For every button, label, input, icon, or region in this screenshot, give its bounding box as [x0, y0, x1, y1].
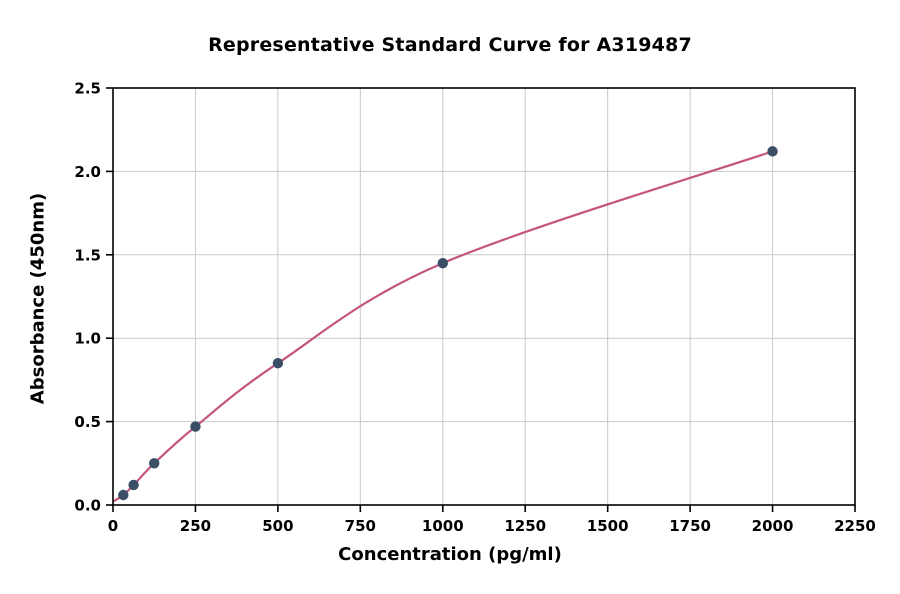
data-point-marker	[190, 421, 201, 432]
x-tick-label: 2000	[752, 517, 794, 535]
y-tick-label: 2.5	[74, 80, 101, 98]
chart-title: Representative Standard Curve for A31948…	[208, 34, 692, 56]
x-axis-label: Concentration (pg/ml)	[338, 544, 562, 565]
data-point-marker	[128, 479, 139, 491]
data-point-marker	[767, 146, 778, 157]
y-tick-label: 1.5	[74, 246, 101, 264]
plot-area	[113, 88, 855, 505]
y-tick-label: 0.5	[74, 413, 101, 431]
data-point-marker	[437, 257, 448, 269]
x-tick-label: 750	[345, 517, 376, 535]
data-point-marker	[149, 458, 160, 469]
fitted-curve-line	[112, 150, 773, 503]
x-tick-label: 1750	[669, 517, 711, 535]
x-tick-label: 2250	[834, 517, 876, 535]
y-tick-label: 2.0	[74, 163, 101, 181]
y-tick-label: 0.0	[74, 497, 101, 515]
y-axis-label: Absorbance (450nm)	[27, 192, 49, 405]
data-point-marker	[118, 489, 129, 501]
x-tick-label: 1000	[422, 517, 464, 535]
data-point-marker	[272, 358, 284, 369]
plot-border	[112, 87, 856, 506]
x-tick-label: 1500	[587, 517, 629, 535]
x-tick-label: 0	[108, 517, 118, 535]
y-tick-label: 1.0	[74, 330, 101, 348]
x-tick-label: 500	[262, 517, 293, 535]
x-tick-label: 250	[180, 517, 211, 535]
x-tick-label: 1250	[504, 517, 546, 535]
